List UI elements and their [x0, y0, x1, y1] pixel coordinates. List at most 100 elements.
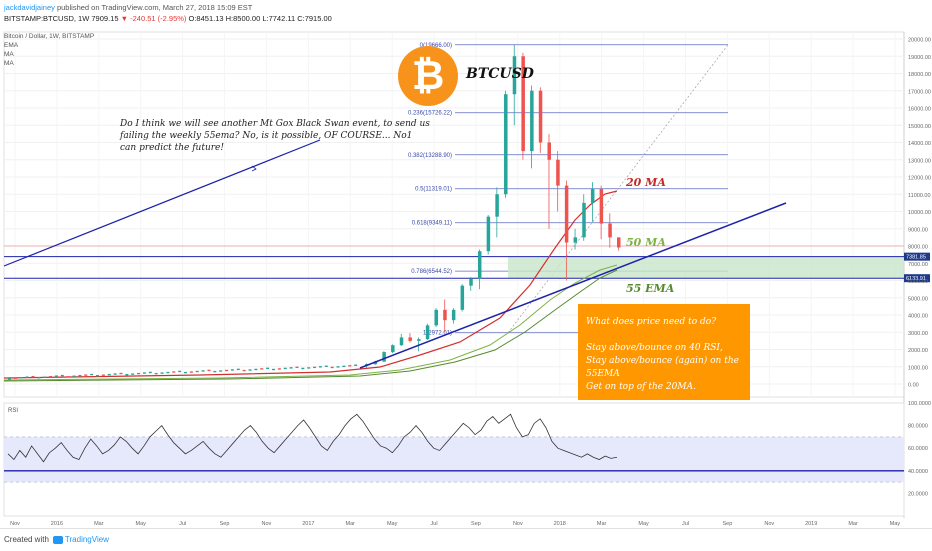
time-tick-label: Mar [94, 521, 104, 527]
candle-up [96, 375, 99, 377]
candle-up [148, 371, 152, 374]
bitcoin-symbol: ₿ [411, 53, 445, 99]
candle-up [54, 375, 58, 377]
candle-up [582, 202, 586, 238]
author-link[interactable]: jackdavidjainey [4, 3, 55, 12]
price-tick-label: 11000.00 [908, 193, 931, 199]
price-tick-label: 7000.00 [908, 262, 928, 268]
change-arrow: ▼ [120, 14, 129, 23]
legend-ema: EMA [4, 42, 19, 49]
legend-ma-2: MA [4, 60, 14, 67]
candle-up [469, 278, 473, 286]
candle-up [373, 361, 378, 365]
publish-line: jackdavidjainey published on TradingView… [4, 3, 252, 12]
chart-title: BTCUSD [466, 66, 534, 82]
fib-diagonal [507, 44, 729, 333]
candle-down [13, 377, 17, 379]
price-tick-label: 0.00 [908, 383, 919, 389]
tradingview-link[interactable]: TradingView [64, 535, 109, 544]
candle-down [172, 371, 176, 373]
time-tick-label: 2018 [554, 521, 566, 527]
candle-up [477, 251, 482, 279]
price-tick-label: 9000.00 [908, 227, 928, 233]
candle-up [417, 339, 421, 341]
indicator-legend: Bitcoin / Dollar, 1W, BITSTAMP EMA MA MA [4, 32, 94, 68]
candle-up [166, 371, 170, 374]
last-price: 7909.15 [91, 14, 119, 23]
candle-up [272, 368, 275, 371]
candle-down [313, 366, 317, 369]
candle-down [260, 368, 264, 370]
price-tick-label: 12000.00 [908, 176, 931, 182]
chart-header: jackdavidjainey published on TradingView… [0, 0, 932, 28]
candle-up [590, 189, 595, 203]
price-chart[interactable]: 0(19666.00) 0.236(15726.22) 0.382(13288.90… [0, 0, 932, 528]
candle-up [324, 365, 328, 367]
candle-up [201, 370, 205, 372]
price-tick-label: 14000.00 [908, 141, 931, 147]
footer: Created with TradingView [0, 528, 932, 551]
rsi-tick-label: 100.0000 [908, 401, 931, 407]
candle-up [399, 337, 404, 346]
rsi-label: RSI [8, 408, 18, 414]
fib-level-label: 0.618(9349.11) [412, 221, 452, 227]
candle-down [207, 369, 211, 372]
candle-up [289, 367, 293, 369]
price-tick-label: 4000.00 [908, 314, 928, 320]
candle-up [391, 345, 395, 353]
candle-down [31, 375, 35, 378]
candle-up [254, 368, 258, 371]
candle-up [60, 374, 64, 377]
candle-up [160, 372, 164, 374]
candle-down [84, 374, 88, 376]
candle-up [230, 369, 234, 371]
candle-down [564, 185, 569, 243]
candle-down [608, 223, 612, 238]
time-tick-label: Nov [513, 521, 523, 527]
fib-level-label: 0.382(13288.90) [408, 153, 452, 159]
candle-down [408, 337, 412, 341]
rsi-line [7, 413, 618, 463]
candle-up [236, 368, 240, 371]
box-line-3: Get on top of the 20MA. [586, 382, 696, 392]
box-line-2: Stay above/bounce (again) on the 55EMA [586, 356, 739, 379]
price-tick-label: 17000.00 [908, 89, 931, 95]
price-tick-label: 15000.00 [908, 124, 931, 130]
price-tag-bg [904, 274, 930, 283]
candle-up [342, 365, 346, 368]
price-tick-label: 3000.00 [908, 331, 928, 337]
candle-up [184, 371, 187, 374]
candle-up [142, 372, 146, 374]
candle-down [556, 159, 560, 186]
candle-up [113, 373, 117, 375]
candle-up [354, 364, 358, 366]
candle-up [131, 373, 135, 375]
time-tick-label: Sep [722, 521, 732, 527]
price-tick-label: 18000.00 [908, 72, 931, 78]
candle-down [443, 309, 447, 321]
candle-down [137, 372, 141, 375]
candle-down [49, 375, 53, 378]
question-annotation: Do I think we will see another Mt Gox Bl… [120, 119, 430, 153]
time-tick-label: May [890, 521, 901, 527]
candle-up [451, 309, 456, 321]
time-tick-label: Jul [431, 521, 438, 527]
price-pane [3, 31, 905, 398]
candle-down [538, 90, 543, 143]
candle-down [189, 371, 193, 373]
price-needs-box: What does price need to do? Stay above/b… [578, 304, 750, 400]
candle-down [547, 142, 551, 160]
candle-up [19, 377, 23, 379]
time-tick-label: Jul [179, 521, 186, 527]
price-tick-label: 6000.00 [908, 279, 928, 285]
candle-up [72, 375, 76, 377]
candle-down [617, 237, 621, 248]
price-change: -240.51 (-2.95%) [130, 14, 187, 23]
time-axis-bg [4, 518, 904, 528]
time-tick-label: May [136, 521, 147, 527]
time-tick-label: Mar [597, 521, 607, 527]
candle-up [336, 366, 340, 368]
fib-level-label: 0.236(15726.22) [408, 111, 452, 117]
candle-up [512, 56, 517, 95]
candle-up [504, 94, 508, 195]
